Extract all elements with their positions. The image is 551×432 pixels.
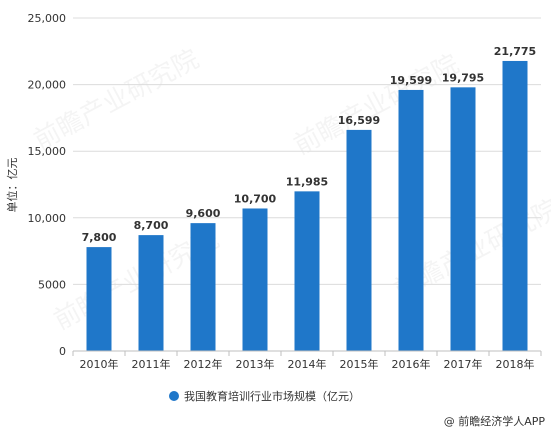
x-tick-label: 2013年 (236, 357, 275, 371)
y-tick-label: 0 (59, 345, 66, 358)
y-tick-label: 25,000 (28, 12, 67, 25)
x-tick-label: 2010年 (80, 357, 119, 371)
watermark-text: 前瞻产业研究院 (29, 44, 204, 156)
bar[interactable] (451, 87, 476, 351)
x-tick-label: 2015年 (340, 357, 379, 371)
y-axis-label: 单位：亿元 (5, 158, 19, 213)
footer-credit: @ 前瞻经济学人APP (444, 414, 546, 428)
legend-marker (169, 391, 179, 401)
x-tick-label: 2012年 (184, 357, 223, 371)
bar[interactable] (347, 130, 372, 351)
bar[interactable] (191, 223, 216, 351)
legend[interactable]: 我国教育培训行业市场规模（亿元） (169, 389, 360, 403)
bar[interactable] (139, 235, 164, 351)
x-tick-label: 2014年 (288, 357, 327, 371)
bar[interactable] (243, 208, 268, 351)
y-tick-label: 5000 (38, 278, 66, 291)
data-label: 19,599 (390, 74, 432, 87)
data-label: 9,600 (186, 207, 221, 220)
x-axis-ticks: 2010年 2011年 2012年 2013年 2014年 2015年 2016年 2017年… (73, 351, 541, 371)
y-tick-label: 10,000 (28, 212, 67, 225)
x-tick-label: 2017年 (444, 357, 483, 371)
data-label: 7,800 (82, 231, 117, 244)
bar[interactable] (399, 90, 424, 351)
data-label: 11,985 (286, 175, 328, 188)
legend-label: 我国教育培训行业市场规模（亿元） (184, 389, 360, 403)
bars (87, 61, 528, 351)
x-tick-label: 2018年 (496, 357, 535, 371)
data-label: 16,599 (338, 114, 380, 127)
data-label: 21,775 (494, 45, 536, 58)
bar[interactable] (503, 61, 528, 351)
y-tick-label: 20,000 (28, 79, 67, 92)
y-tick-label: 15,000 (28, 145, 67, 158)
x-tick-label: 2016年 (392, 357, 431, 371)
watermark-text: 前瞻产业研究院 (289, 49, 464, 161)
data-label: 8,700 (134, 219, 169, 232)
bar[interactable] (87, 247, 112, 351)
bar[interactable] (295, 191, 320, 351)
data-label: 19,795 (442, 71, 484, 84)
data-label: 10,700 (234, 192, 277, 205)
x-tick-label: 2011年 (132, 357, 171, 371)
